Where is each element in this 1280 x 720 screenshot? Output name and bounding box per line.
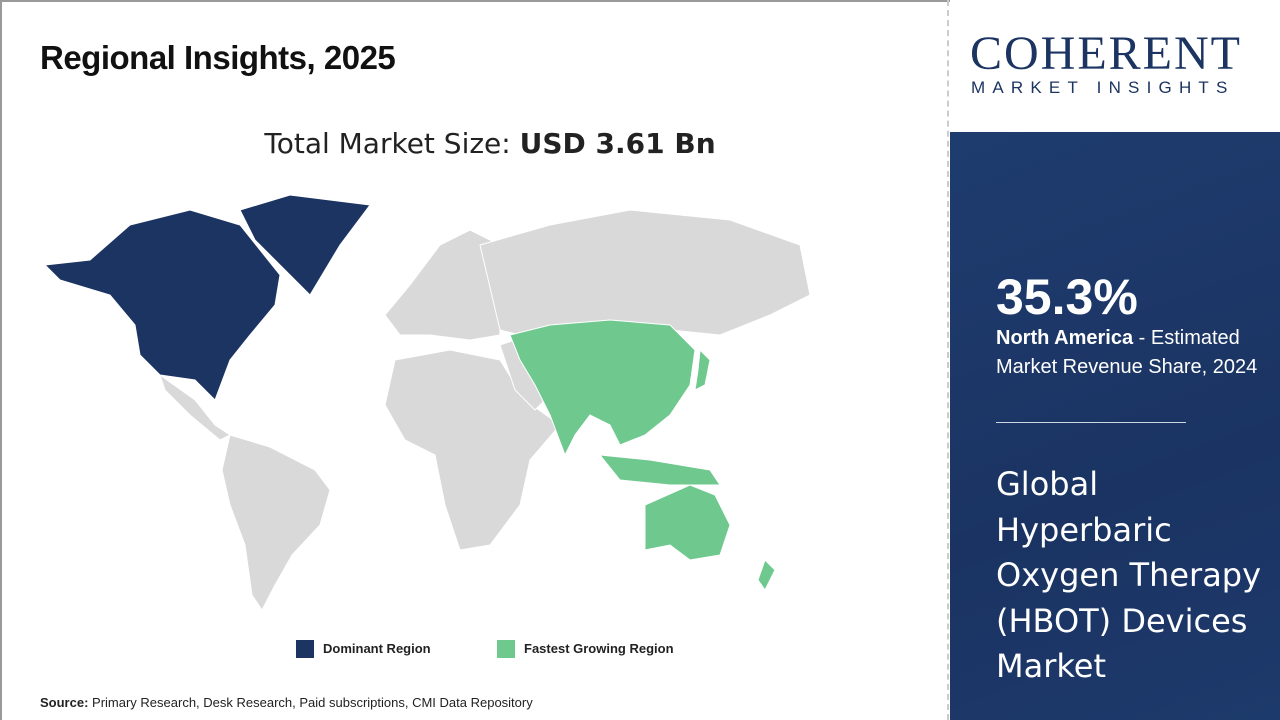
legend-label: Fastest Growing Region (524, 641, 674, 656)
map-new-zealand (757, 559, 776, 591)
map-australia (644, 484, 731, 561)
logo-text: COHERENT (970, 27, 1242, 80)
total-label: Total Market Size: (264, 127, 520, 160)
source-note: Source: Primary Research, Desk Research,… (40, 695, 533, 711)
divider (947, 0, 949, 720)
map-asia-pacific (509, 319, 696, 457)
source-label: Source: (40, 695, 89, 710)
map-africa (384, 349, 561, 551)
share-description: North America - Estimated Market Revenue… (996, 324, 1266, 382)
coherent-logo: COHERENT MARKET INSIGHTS (950, 0, 1280, 132)
total-value: USD 3.61 Bn (519, 127, 716, 160)
source-text: Primary Research, Desk Research, Paid su… (88, 695, 533, 710)
map-south-america (221, 434, 331, 611)
map-indonesia (598, 454, 721, 486)
world-map (43, 194, 811, 611)
legend-swatch-fastest (497, 640, 515, 658)
region-name: North America (996, 327, 1134, 349)
info-panel: 35.3% North America - Estimated Market R… (950, 132, 1280, 720)
panel-divider (996, 422, 1186, 423)
legend-fastest: Fastest Growing Region (497, 640, 674, 658)
legend-swatch-dominant (296, 640, 314, 658)
page-title: Regional Insights, 2025 (40, 39, 396, 76)
map-north-america (43, 209, 281, 401)
map-japan (694, 348, 711, 391)
total-market-size: Total Market Size: USD 3.61 Bn (0, 126, 980, 162)
logo-subtext: MARKET INSIGHTS (971, 78, 1235, 97)
legend-dominant: Dominant Region (296, 640, 431, 658)
market-name: Global Hyperbaric Oxygen Therapy (HBOT) … (996, 465, 1262, 685)
region-desc: - Estimated Market Revenue Share, 2024 (996, 327, 1258, 378)
map-greenland (239, 194, 371, 296)
legend-label: Dominant Region (323, 641, 431, 656)
map-central-america (159, 373, 231, 441)
share-percent: 35.3% (996, 269, 1138, 325)
map-russia (479, 209, 811, 336)
